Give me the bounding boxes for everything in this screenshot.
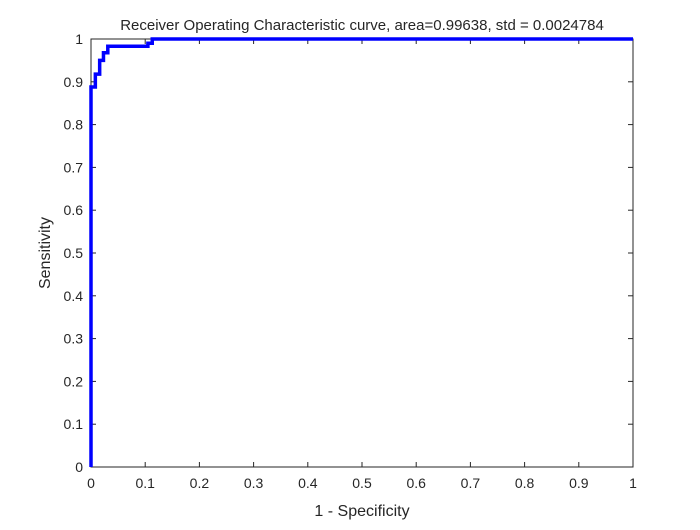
roc-curve-line xyxy=(89,37,633,467)
y-tick-label: 0.8 xyxy=(64,117,84,133)
x-tick-label: 0.9 xyxy=(569,475,589,491)
x-tick-label: 0 xyxy=(87,475,95,491)
y-tick-label: 1 xyxy=(75,31,83,47)
x-tick-label: 0.6 xyxy=(406,475,426,491)
chart-title: Receiver Operating Characteristic curve,… xyxy=(120,17,604,34)
y-axis-label: Sensitivity xyxy=(37,217,54,289)
y-axis-ticks: 0 0.1 0.2 0.3 0.4 0.5 0.6 0.7 0.8 0.9 1 xyxy=(64,31,633,475)
x-axis-label: 1 - Specificity xyxy=(314,503,409,520)
x-tick-label: 1 xyxy=(629,475,637,491)
y-tick-label: 0.5 xyxy=(64,245,84,261)
x-tick-label: 0.2 xyxy=(190,475,210,491)
x-tick-label: 0.8 xyxy=(515,475,535,491)
x-tick-label: 0.1 xyxy=(135,475,155,491)
y-tick-label: 0.2 xyxy=(64,373,84,389)
y-tick-label: 0 xyxy=(75,459,83,475)
y-tick-label: 0.7 xyxy=(64,159,84,175)
y-tick-label: 0.3 xyxy=(64,331,84,347)
x-tick-label: 0.7 xyxy=(461,475,481,491)
x-tick-label: 0.5 xyxy=(352,475,372,491)
x-tick-label: 0.3 xyxy=(244,475,264,491)
y-tick-label: 0.6 xyxy=(64,202,84,218)
y-tick-label: 0.1 xyxy=(64,416,84,432)
plot-area xyxy=(90,38,634,468)
x-tick-label: 0.4 xyxy=(298,475,318,491)
x-axis-ticks: 0 0.1 0.2 0.3 0.4 0.5 0.6 0.7 0.8 0.9 1 xyxy=(87,39,637,491)
y-tick-label: 0.4 xyxy=(64,288,84,304)
y-tick-label: 0.9 xyxy=(64,74,84,90)
